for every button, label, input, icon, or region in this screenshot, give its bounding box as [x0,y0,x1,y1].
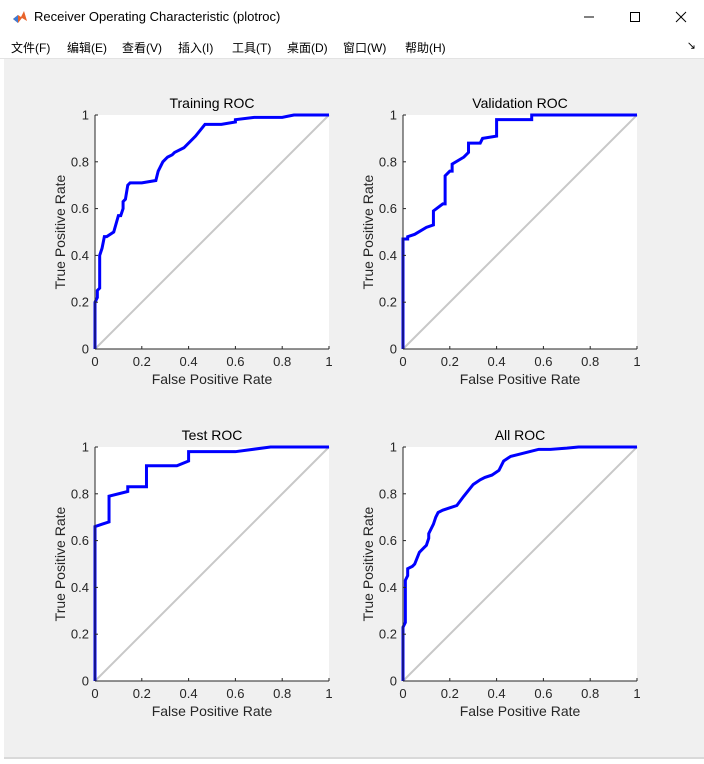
x-tick-label: 0.2 [133,354,151,369]
plot-title: Test ROC [182,427,243,443]
x-tick-label: 0.4 [488,686,506,701]
y-tick-label: 0 [390,342,397,357]
roc-axes-4: 0 0.2 0.4 0.6 0.8 1 0 0.2 0.4 0.6 0.8 1 All ROC False… [360,427,641,719]
menu-desktop[interactable]: 桌面(D) [287,41,328,55]
x-axis-label: False Positive Rate [460,371,581,387]
roc-curve [93,445,329,681]
x-tick-label: 0.2 [441,686,459,701]
y-tick-label: 0.4 [379,248,397,263]
x-tick-label: 0.4 [180,354,198,369]
window-bottom-border [4,757,704,759]
x-tick-label: 0.4 [488,354,506,369]
x-tick-label: 0.8 [581,686,599,701]
x-tick-label: 0 [91,686,98,701]
x-tick-label: 0.8 [581,354,599,369]
x-tick-label: 0.2 [133,686,151,701]
x-tick-label: 0.8 [273,686,291,701]
diagonal-line [402,114,638,350]
window-edge [0,59,4,759]
menu-window[interactable]: 窗口(W) [343,41,387,55]
roc-axes-1: 0 0.2 0.4 0.6 0.8 1 0 0.2 0.4 0.6 0.8 1 Training ROC… [52,95,333,387]
y-axis-label: True Positive Rate [52,174,68,289]
diagonal-line [402,446,638,682]
y-tick-label: 0.8 [379,154,397,169]
y-tick-label: 1 [390,108,397,123]
figure-canvas: 0 0.2 0.4 0.6 0.8 1 0 0.2 0.4 0.6 0.8 1 Training ROC… [4,59,704,759]
y-tick-label: 0.6 [71,533,89,548]
y-tick-label: 0.4 [71,248,89,263]
y-tick-label: 0 [82,342,89,357]
x-axis-label: False Positive Rate [152,703,273,719]
menu-insert[interactable]: 插入(I) [178,41,214,55]
y-tick-label: 0.6 [379,533,397,548]
menu-help[interactable]: 帮助(H) [405,41,446,55]
x-tick-label: 0 [91,354,98,369]
y-tick-label: 0.2 [379,627,397,642]
x-tick-label: 0.6 [226,686,244,701]
x-axis-label: False Positive Rate [460,703,581,719]
y-tick-label: 0.8 [379,486,397,501]
x-tick-label: 0.8 [273,354,291,369]
x-tick-label: 0.2 [441,354,459,369]
close-icon [675,11,687,23]
y-tick-label: 0.8 [71,154,89,169]
diagonal-line [94,114,330,350]
menu-view[interactable]: 查看(V) [122,41,162,55]
x-tick-label: 0.6 [534,354,552,369]
menu-edit[interactable]: 编辑(E) [67,41,107,55]
maximize-icon [630,12,640,22]
x-tick-label: 0 [399,686,406,701]
x-tick-label: 1 [325,354,332,369]
diagonal-line [94,446,330,682]
menu-file[interactable]: 文件(F) [11,41,51,55]
x-tick-label: 0.6 [534,686,552,701]
x-tick-label: 0.4 [180,686,198,701]
y-tick-label: 0.2 [379,295,397,310]
y-tick-label: 1 [82,108,89,123]
y-tick-label: 0.2 [71,295,89,310]
y-tick-label: 0 [82,674,89,689]
roc-curve [401,445,637,681]
menu-tools[interactable]: 工具(T) [232,41,272,55]
roc-axes-2: 0 0.2 0.4 0.6 0.8 1 0 0.2 0.4 0.6 0.8 1 Validation R… [360,95,641,387]
window-title: Receiver Operating Characteristic (plotr… [34,9,281,24]
x-tick-label: 1 [633,354,640,369]
matlab-icon[interactable] [12,9,28,25]
y-tick-label: 1 [390,440,397,455]
y-tick-label: 0.8 [71,486,89,501]
y-tick-label: 0.4 [379,580,397,595]
y-tick-label: 0 [390,674,397,689]
minimize-icon [584,16,594,18]
x-axis-label: False Positive Rate [152,371,273,387]
y-axis-label: True Positive Rate [360,506,376,621]
y-tick-label: 0.6 [379,201,397,216]
x-tick-label: 0 [399,354,406,369]
toolbar-toggle-icon[interactable]: ↘ [686,40,696,52]
plot-title: Validation ROC [472,95,567,111]
roc-curve [401,113,637,349]
y-tick-label: 0.4 [71,580,89,595]
y-tick-label: 0.6 [71,201,89,216]
y-axis-label: True Positive Rate [52,506,68,621]
maximize-button[interactable] [612,0,658,34]
title-bar: Receiver Operating Characteristic (plotr… [0,0,704,34]
plot-title: All ROC [495,427,546,443]
menu-bar: 文件(F) 编辑(E) 查看(V) 插入(I) 工具(T) 桌面(D) 窗口(W… [0,34,704,59]
x-tick-label: 1 [325,686,332,701]
y-axis-label: True Positive Rate [360,174,376,289]
minimize-button[interactable] [566,0,612,34]
close-button[interactable] [658,0,704,34]
roc-plots: 0 0.2 0.4 0.6 0.8 1 0 0.2 0.4 0.6 0.8 1 Training ROC… [52,95,641,719]
plot-title: Training ROC [169,95,254,111]
y-tick-label: 0.2 [71,627,89,642]
roc-axes-3: 0 0.2 0.4 0.6 0.8 1 0 0.2 0.4 0.6 0.8 1 Test ROC Fals… [52,427,333,719]
roc-curve [93,113,329,349]
y-tick-label: 1 [82,440,89,455]
x-tick-label: 0.6 [226,354,244,369]
x-tick-label: 1 [633,686,640,701]
